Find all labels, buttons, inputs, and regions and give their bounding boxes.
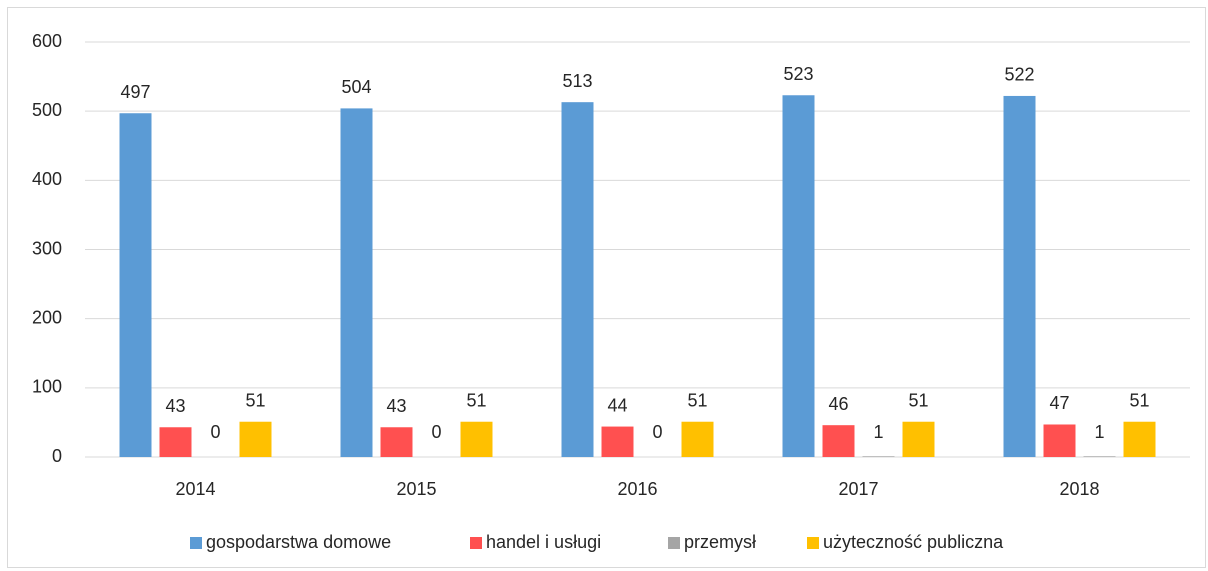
data-label: 43: [386, 396, 406, 416]
y-tick-label: 0: [52, 446, 62, 466]
bar: [159, 427, 192, 457]
data-label: 46: [828, 394, 848, 414]
data-label: 1: [1094, 422, 1104, 442]
bar: [601, 426, 634, 457]
data-label: 497: [120, 82, 150, 102]
x-tick-label: 2015: [396, 479, 436, 499]
data-label: 47: [1049, 393, 1069, 413]
x-tick-label: 2016: [617, 479, 657, 499]
data-label: 51: [908, 390, 928, 410]
bar: [460, 421, 493, 457]
y-tick-label: 300: [32, 238, 62, 258]
data-label: 44: [607, 395, 627, 415]
data-label: 513: [562, 71, 592, 91]
bar: [681, 421, 714, 457]
bar: [340, 108, 373, 458]
bar: [1083, 456, 1116, 457]
data-label: 43: [165, 396, 185, 416]
bar: [1043, 424, 1076, 457]
data-label: 51: [687, 390, 707, 410]
bar: [1123, 421, 1156, 457]
legend-label: gospodarstwa domowe: [206, 532, 391, 552]
data-label: 523: [783, 64, 813, 84]
data-label: 0: [652, 422, 662, 442]
y-tick-label: 600: [32, 31, 62, 51]
x-tick-label: 2017: [838, 479, 878, 499]
data-label: 0: [210, 422, 220, 442]
bar: [561, 102, 594, 458]
data-label: 522: [1004, 65, 1034, 85]
legend-label: przemysł: [684, 532, 756, 552]
legend-label: użyteczność publiczna: [823, 532, 1004, 552]
legend-swatch: [807, 537, 819, 549]
data-label: 504: [341, 77, 371, 97]
y-tick-label: 200: [32, 307, 62, 327]
x-tick-label: 2014: [175, 479, 215, 499]
legend-label: handel i usługi: [486, 532, 601, 552]
x-tick-label: 2018: [1059, 479, 1099, 499]
bar: [239, 421, 272, 457]
data-label: 51: [466, 390, 486, 410]
bar: [902, 421, 935, 457]
bar: [380, 427, 413, 457]
bar: [782, 95, 815, 457]
legend-swatch: [668, 537, 680, 549]
y-tick-label: 500: [32, 100, 62, 120]
data-label: 51: [1129, 390, 1149, 410]
y-tick-label: 400: [32, 169, 62, 189]
data-label: 1: [873, 422, 883, 442]
legend-swatch: [190, 537, 202, 549]
y-tick-label: 100: [32, 377, 62, 397]
bar: [862, 456, 895, 457]
data-label: 51: [245, 390, 265, 410]
data-label: 0: [431, 422, 441, 442]
legend-swatch: [470, 537, 482, 549]
bar: [822, 425, 855, 457]
bar: [1003, 95, 1036, 457]
bar: [119, 113, 152, 457]
